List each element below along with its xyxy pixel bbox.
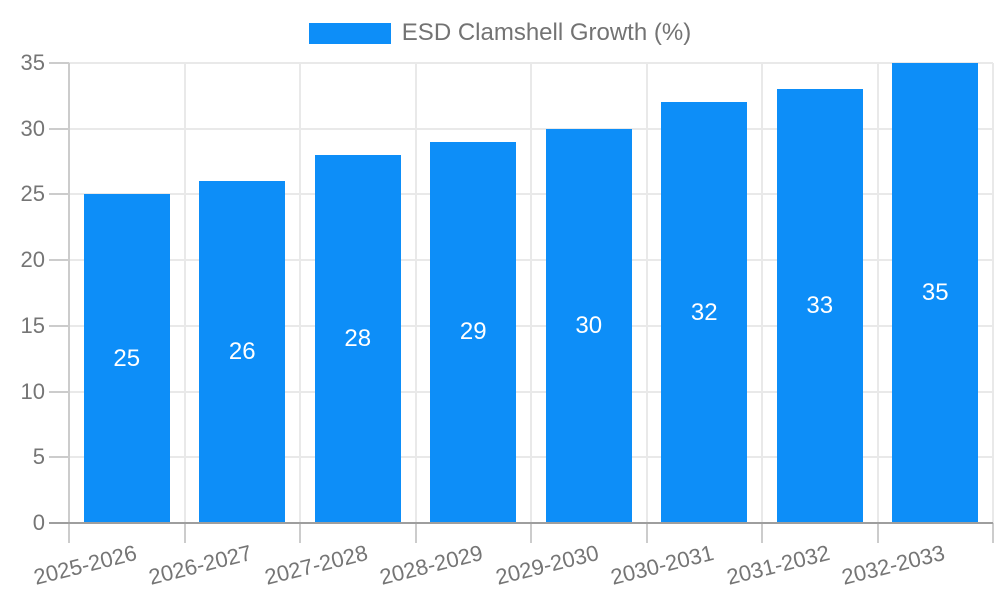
x-axis-tick	[299, 523, 301, 543]
bar-value-label: 26	[228, 338, 256, 366]
y-axis-tick	[49, 193, 69, 196]
bar-2032-2033[interactable]: 35	[892, 63, 979, 523]
x-axis-tick-label: 2032-2033	[839, 540, 948, 590]
x-axis-tick	[992, 523, 994, 543]
gridline-vertical	[183, 63, 186, 523]
x-axis-tick	[761, 523, 763, 543]
x-axis-line	[49, 522, 993, 524]
gridline-vertical	[530, 63, 532, 523]
y-axis-tick	[49, 456, 69, 459]
gridline-vertical	[992, 63, 994, 523]
y-axis-tick-label: 0	[32, 510, 45, 535]
legend-swatch-icon	[308, 22, 391, 44]
x-axis-tick-label: 2028-2029	[377, 540, 486, 590]
gridline-vertical	[876, 63, 879, 523]
gridline-vertical	[299, 63, 301, 523]
y-axis-tick-label: 20	[20, 247, 45, 273]
y-axis-tick-label: 15	[20, 312, 45, 338]
bar-2025-2026[interactable]: 25	[83, 194, 170, 523]
bar-2026-2027[interactable]: 26	[199, 181, 286, 523]
y-axis-line	[68, 63, 70, 523]
y-axis-tick	[49, 259, 69, 262]
bar-2027-2028[interactable]: 28	[314, 155, 401, 523]
bar-value-label: 33	[806, 292, 834, 320]
x-axis-tick-label: 2027-2028	[261, 540, 370, 590]
x-axis-tick-label: 2031-2032	[723, 540, 832, 590]
bar-value-label: 30	[575, 311, 603, 339]
legend[interactable]: ESD Clamshell Growth (%)	[0, 20, 1000, 46]
x-axis-tick-label: 2026-2027	[146, 540, 255, 590]
bar-value-label: 29	[459, 318, 487, 346]
y-axis-tick-label: 35	[20, 50, 45, 75]
x-axis-tick	[876, 523, 879, 543]
bar-2031-2032[interactable]: 33	[776, 89, 863, 523]
bar-value-label: 25	[113, 344, 141, 372]
plot-area: 0 5 10 15 20 25 30 35 25 26 28 29 30 32 33 35 2025-2026 2…	[21, 50, 994, 590]
x-axis-tick	[414, 523, 417, 543]
y-axis-tick	[49, 62, 69, 64]
y-axis-tick-label: 30	[20, 115, 45, 141]
x-axis-tick-label: 2029-2030	[492, 540, 601, 590]
x-axis-tick-label: 2025-2026	[30, 540, 139, 590]
legend-label: ESD Clamshell Growth (%)	[401, 19, 692, 46]
x-axis-tick	[183, 523, 186, 543]
y-axis-tick-label: 25	[20, 181, 45, 207]
bar-value-label: 28	[344, 325, 372, 352]
bar-2029-2030[interactable]: 30	[545, 128, 632, 523]
x-axis-tick	[530, 523, 532, 543]
gridline-vertical	[761, 63, 763, 523]
x-axis-tick-label: 2030-2031	[608, 540, 717, 590]
bar-value-label: 35	[921, 279, 949, 306]
y-axis-tick-label: 5	[32, 444, 45, 470]
y-axis-tick	[49, 127, 69, 130]
bar-2030-2031[interactable]: 32	[661, 102, 748, 523]
gridline-vertical	[414, 63, 417, 523]
x-axis-tick	[645, 523, 648, 543]
bar-2028-2029[interactable]: 29	[430, 141, 517, 523]
y-axis-tick	[49, 390, 69, 393]
x-axis-tick	[68, 523, 70, 543]
bar-value-label: 32	[690, 298, 718, 326]
y-axis-tick-label: 10	[20, 378, 45, 404]
gridline-vertical	[645, 63, 648, 523]
y-axis-tick	[49, 324, 69, 327]
